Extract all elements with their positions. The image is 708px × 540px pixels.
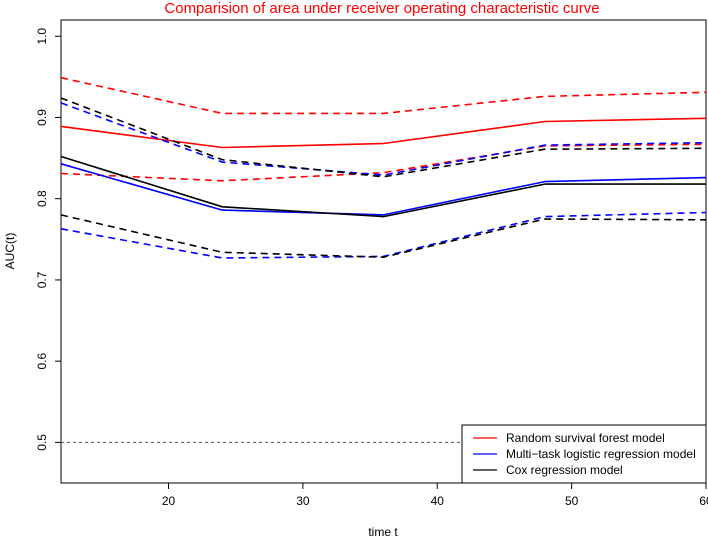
series-line-3: [60, 163, 707, 216]
y-tick-label-0.9: 0.9: [35, 109, 49, 126]
series-line-4: [60, 102, 707, 176]
legend-label-mtlr: Multi−task logistic regression model: [506, 447, 696, 461]
plot-frame: [60, 19, 707, 484]
series-group: [60, 76, 707, 259]
x-tick-label-20: 20: [162, 494, 176, 508]
x-tick-label-60: 60: [699, 494, 708, 508]
series-line-6: [60, 155, 706, 218]
x-tick-label-40: 40: [431, 494, 445, 508]
y-tick-label-1: 1.0: [35, 28, 49, 45]
y-tick-label-0.7: 0.7: [35, 271, 49, 288]
series-line-2: [60, 143, 707, 182]
x-axis-label: time t: [368, 525, 398, 539]
series-line-8: [60, 214, 707, 259]
y-tick-label-0.5: 0.5: [35, 434, 49, 451]
series-line-1: [60, 76, 707, 115]
y-tick-label-0.8: 0.8: [35, 190, 49, 207]
legend-box: [461, 424, 707, 484]
y-axis: 0.5 0.6 0.7 0.8 0.9 1.0: [35, 28, 61, 451]
y-tick-label-0.6: 0.6: [35, 352, 49, 369]
y-axis-label: AUC(t): [3, 233, 17, 270]
series-line-7: [60, 97, 707, 178]
series-line-0: [60, 117, 707, 149]
legend-label-cox: Cox regression model: [506, 463, 623, 477]
legend: Random survival forest model Multi−task …: [461, 424, 707, 484]
chart-title: Comparision of area under receiver opera…: [164, 0, 599, 17]
x-tick-label-30: 30: [296, 494, 310, 508]
legend-label-rsf: Random survival forest model: [506, 431, 665, 445]
x-axis: 20 30 40 50 60: [162, 483, 708, 508]
x-tick-label-50: 50: [565, 494, 579, 508]
